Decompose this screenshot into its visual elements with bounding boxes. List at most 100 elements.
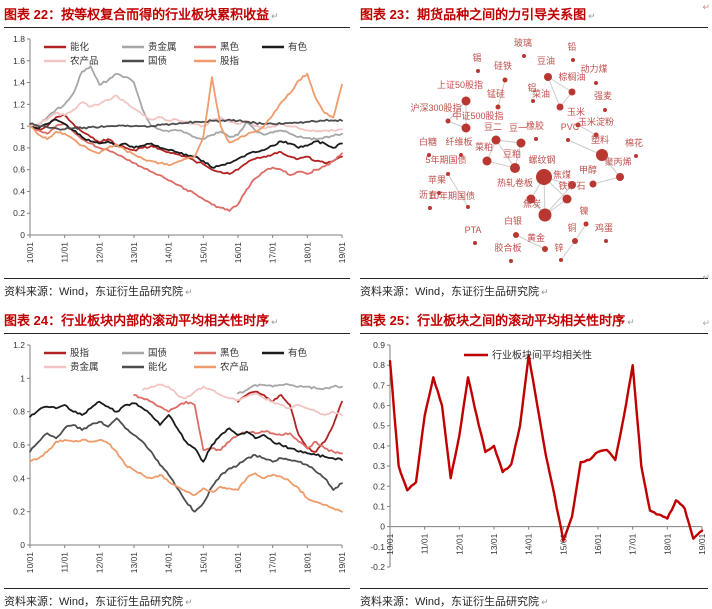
source-note: 资料来源：Wind，东证衍生品研究院 ↵ [4,593,350,609]
svg-text:豆油: 豆油 [537,55,555,66]
svg-text:黑色: 黑色 [220,347,240,359]
figure-22-title: 图表 22：按等权复合而得的行业板块累积收益 ↵ [4,6,350,25]
source-note: 资料来源：Wind，东证衍生品研究院 ↵ [4,283,350,299]
svg-text:10年期国债: 10年期国债 [429,190,475,201]
inter-sector-correlation-chart: -0.2 -0.1 0 0.1 0.2 0.3 0.4 0.5 0.6 0.7 0.8 0.9 10/0… [370,340,707,572]
svg-text:19/01: 19/01 [337,242,347,264]
paragraph-mark: ↵ [702,318,710,328]
svg-text:豆粕: 豆粕 [503,148,521,159]
svg-text:19/01: 19/01 [697,533,707,555]
svg-text:0: 0 [20,540,25,550]
svg-text:能化: 能化 [70,41,90,53]
svg-text:17/01: 17/01 [268,552,278,574]
svg-text:0.4: 0.4 [13,473,25,483]
svg-text:中证500股指: 中证500股指 [452,110,503,121]
svg-text:贵金属: 贵金属 [148,41,177,53]
svg-text:棉花: 棉花 [625,137,643,148]
svg-text:11/01: 11/01 [60,552,70,573]
svg-text:菜粕: 菜粕 [475,141,493,152]
paragraph-mark: ↵ [627,317,635,327]
svg-text:19/01: 19/01 [337,552,347,574]
source-text: 资料来源：Wind，东证衍生品研究院 [360,596,540,608]
source-note: 资料来源：Wind，东证衍生品研究院 ↵ [360,593,708,609]
paragraph-mark: ↵ [541,287,549,297]
figure-panel-24: 图表 24：行业板块内部的滚动平均相关性时序 ↵ 0 0.2 0.4 0.6 0.8 1 1.… [4,312,350,609]
svg-text:股指: 股指 [220,55,240,67]
svg-text:0.8: 0.8 [13,407,25,417]
svg-text:热轧卷板: 热轧卷板 [497,177,533,188]
svg-text:-0.2: -0.2 [370,562,385,572]
svg-text:13/01: 13/01 [129,552,139,574]
source-divider [360,588,708,589]
paragraph-mark: ↵ [541,597,549,607]
svg-text:15/01: 15/01 [558,533,568,555]
svg-text:菜油: 菜油 [532,88,550,99]
paragraph-mark: ↵ [702,2,710,12]
svg-text:国债: 国债 [148,347,168,359]
svg-text:白银: 白银 [504,215,522,226]
line-chart-figure-24: 0 0.2 0.4 0.6 0.8 1 1.2 10/01 11/01 12/01 13/01 14/… [4,337,350,586]
svg-text:12/01: 12/01 [454,533,464,555]
svg-text:鸡蛋: 鸡蛋 [595,222,613,233]
svg-text:0.6: 0.6 [13,440,25,450]
svg-text:16/01: 16/01 [233,242,243,264]
svg-text:-0.1: -0.1 [370,542,385,552]
svg-text:11/01: 11/01 [420,533,430,554]
svg-text:0.2: 0.2 [13,507,25,517]
svg-text:0.7: 0.7 [373,380,385,390]
svg-text:0.8: 0.8 [13,143,25,153]
source-text: 资料来源：Wind，东证衍生品研究院 [360,286,540,298]
line-chart-figure-25: -0.2 -0.1 0 0.1 0.2 0.3 0.4 0.5 0.6 0.7 0.8 0.9 10/0… [360,337,708,586]
svg-text:有色: 有色 [288,347,308,359]
figure-panel-25: 图表 25：行业板块之间的滚动平均相关性时序 ↵ -0.2 -0.1 0 0.1 0.2 0… [360,312,708,609]
svg-text:0.6: 0.6 [373,401,385,411]
svg-text:13/01: 13/01 [129,242,139,264]
title-underline [4,27,350,28]
paragraph-mark: ↵ [588,11,596,21]
source-text: 资料来源：Wind，东证衍生品研究院 [4,286,184,298]
svg-text:1.4: 1.4 [13,78,25,88]
figure-panel-23: 图表 23：期货品种之间的力引导关系图 ↵ 玻璃铅锡硅铁 豆油 动力煤 棕榈油 上证50股… [360,6,708,299]
svg-text:18/01: 18/01 [302,552,312,574]
svg-text:胶合板: 胶合板 [494,242,521,253]
svg-text:16/01: 16/01 [593,533,603,555]
paragraph-mark: ↵ [185,597,193,607]
title-underline [360,333,708,334]
svg-text:白糖: 白糖 [419,136,437,147]
paragraph-mark: ↵ [271,11,279,21]
svg-text:10/01: 10/01 [385,533,395,555]
svg-text:17/01: 17/01 [628,533,638,555]
svg-text:1: 1 [20,373,25,383]
cumulative-returns-chart: 0 0.2 0.4 0.6 0.8 1 1.2 1.4 1.6 1.8 10/01 11/01 12/0… [13,34,347,264]
svg-text:行业板块间平均相关性: 行业板块间平均相关性 [492,349,592,362]
svg-text:18/01: 18/01 [662,533,672,555]
source-note: 资料来源：Wind，东证衍生品研究院 ↵ [360,283,708,299]
svg-text:股指: 股指 [70,347,90,359]
svg-text:1: 1 [20,121,25,131]
svg-text:0.4: 0.4 [13,186,25,196]
svg-text:锡: 锡 [472,53,481,63]
svg-text:17/01: 17/01 [268,242,278,264]
intra-sector-correlation-chart: 0 0.2 0.4 0.6 0.8 1 1.2 10/01 11/01 12/01 13/01 14/… [13,340,347,574]
source-divider [4,278,350,279]
svg-text:14/01: 14/01 [164,552,174,574]
svg-text:玉米淀粉: 玉米淀粉 [578,116,614,127]
svg-text:沪深300股指: 沪深300股指 [410,102,461,113]
figure-24-title-text: 图表 24：行业板块内部的滚动平均相关性时序 [4,313,270,328]
svg-text:18/01: 18/01 [302,242,312,264]
svg-text:15/01: 15/01 [198,552,208,574]
source-divider [4,588,350,589]
svg-text:16/01: 16/01 [233,552,243,574]
title-underline [4,333,350,334]
svg-text:0: 0 [380,522,385,532]
svg-text:10/01: 10/01 [25,242,35,264]
svg-text:0.9: 0.9 [373,340,385,350]
figure-panel-22: 图表 22：按等权复合而得的行业板块累积收益 ↵ 0 0.2 0.4 0.6 0.8 1 1.… [4,6,350,299]
svg-text:焦炭: 焦炭 [523,198,541,209]
svg-text:黑色: 黑色 [220,41,240,53]
svg-text:15/01: 15/01 [198,242,208,264]
paragraph-mark: ↵ [271,317,279,327]
svg-text:甲醇: 甲醇 [579,164,597,175]
